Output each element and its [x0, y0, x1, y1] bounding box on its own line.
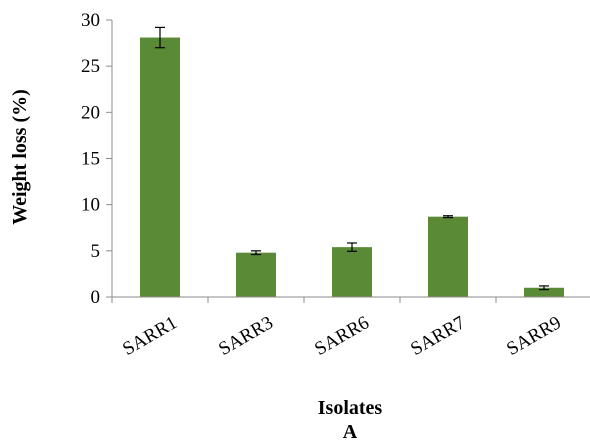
error-bar-sarr6	[347, 242, 357, 252]
x-tick-label: SARR9	[503, 312, 565, 360]
bars	[140, 37, 564, 297]
error-bar-sarr3	[251, 250, 261, 256]
bar-sarr6	[332, 247, 372, 297]
error-bar-sarr7	[443, 215, 453, 219]
panel-label: A	[342, 421, 358, 443]
y-tick-label: 5	[91, 241, 101, 262]
error-bar-sarr1	[155, 26, 165, 49]
error-bar-sarr9	[539, 285, 549, 291]
x-tick-label: SARR6	[311, 312, 373, 360]
x-axis-label: Isolates	[317, 397, 383, 419]
y-tick-label: 10	[81, 195, 100, 216]
x-tick-label: SARR7	[407, 312, 469, 360]
y-axis-label: Weight loss (%)	[9, 89, 31, 225]
x-tick-label: SARR1	[119, 312, 181, 360]
bar-sarr1	[140, 37, 180, 297]
y-tick-label: 0	[91, 287, 101, 308]
bar-sarr7	[428, 216, 468, 297]
y-tick-label: 15	[81, 149, 100, 170]
y-tick-label: 25	[81, 56, 100, 77]
x-tick-label: SARR3	[215, 312, 277, 360]
error-bars	[155, 26, 549, 291]
y-tick-label: 20	[81, 102, 100, 123]
x-axis-ticks: SARR1 SARR3 SARR6 SARR7 SARR9	[111, 297, 565, 360]
bar-sarr3	[236, 252, 276, 297]
y-axis-ticks: 0 5 10 15 20 25 30	[81, 10, 112, 308]
y-tick-label: 30	[81, 10, 100, 31]
bar-sarr9	[524, 287, 564, 297]
